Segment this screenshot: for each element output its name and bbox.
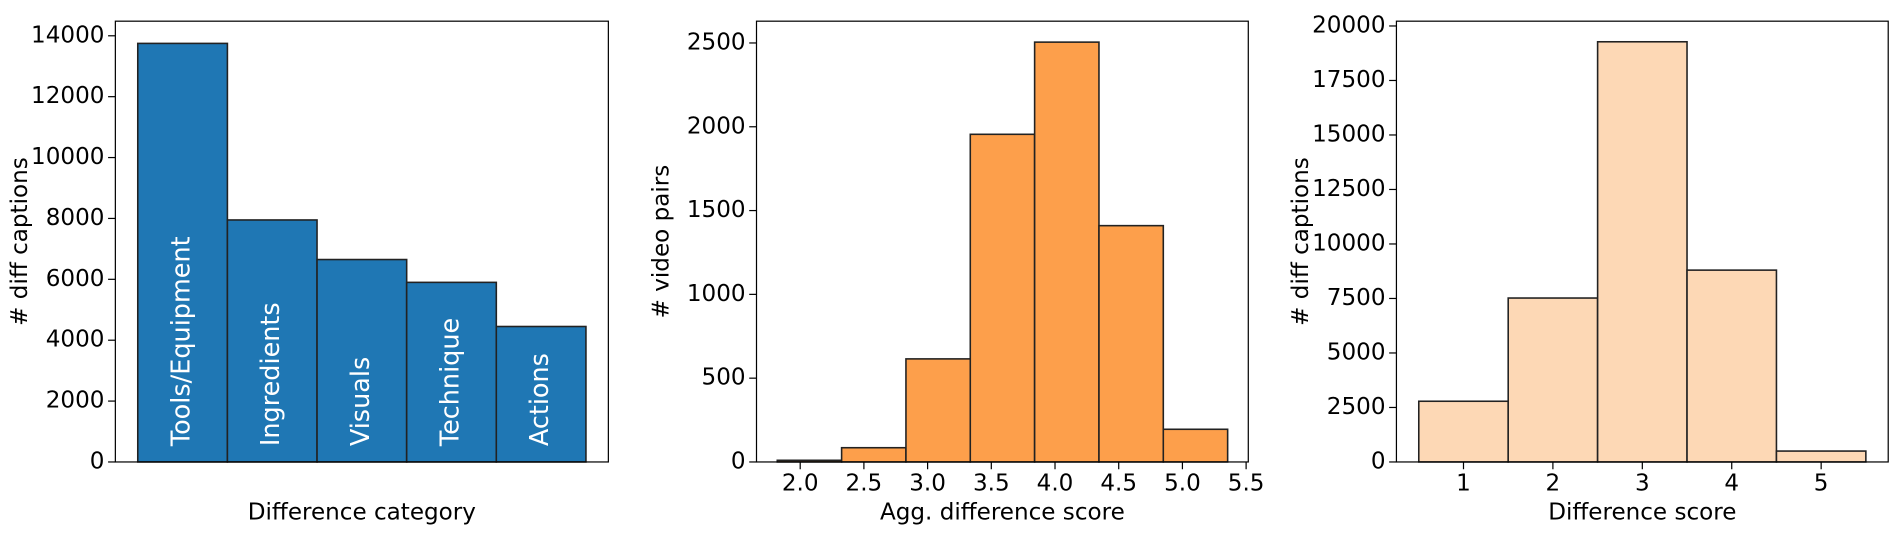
y-tick-label: 6000 (46, 266, 105, 292)
y-tick-label: 0 (1371, 448, 1386, 474)
axes-frame (1395, 20, 1889, 463)
bar-label: Tools/Equipment (167, 236, 197, 447)
y-tick-label: 1000 (687, 281, 746, 307)
bar (1098, 224, 1165, 463)
bar-label: Visuals (346, 357, 376, 446)
chart: 0 500 1000 1500 2000 2500 2.0 2.5 3.0 3.5 4.0 4.5 5.… (648, 20, 1265, 525)
x-tick-label: 5.0 (1164, 470, 1201, 496)
y-axis-label: # video pairs (648, 165, 674, 319)
y-tick-label: 14000 (31, 22, 104, 48)
y-tick-label: 17500 (1312, 67, 1385, 93)
y-axis-label: # diff captions (1288, 157, 1314, 326)
y-tick-label: 2000 (46, 388, 105, 414)
x-tick-label: 1 (1456, 470, 1471, 496)
bar-label: Ingredients (256, 302, 286, 446)
x-tick-label: 5.5 (1228, 470, 1265, 496)
y-tick-label: 12000 (31, 83, 104, 109)
chart: 0 2500 5000 7500 10000 12500 15000 17500 20000 1 2… (1288, 12, 1889, 525)
y-tick-label: 7500 (1327, 285, 1386, 311)
x-tick-label: 2.0 (782, 470, 819, 496)
y-tick-label: 8000 (46, 205, 105, 231)
y-tick-label: 500 (702, 365, 746, 391)
bar (1507, 297, 1599, 463)
x-tick-label: 3.0 (909, 470, 946, 496)
bar (1033, 41, 1100, 463)
y-tick-label: 12500 (1312, 176, 1385, 202)
x-tick-label: 3 (1635, 470, 1650, 496)
y-tick-label: 1500 (687, 197, 746, 223)
y-tick-label: 2000 (687, 113, 746, 139)
x-tick-label: 4.0 (1037, 470, 1074, 496)
y-tick-label: 15000 (1312, 121, 1385, 147)
bar-label: Actions (525, 353, 555, 446)
x-axis-label: Difference category (248, 499, 476, 525)
bar (840, 446, 907, 463)
x-tick-label: 2 (1546, 470, 1561, 496)
x-tick-label: 3.5 (973, 470, 1010, 496)
bar (1596, 40, 1688, 463)
y-axis-label: # diff captions (7, 157, 33, 326)
y-tick-label: 0 (731, 448, 746, 474)
axes-frame (114, 20, 609, 463)
axes-frame (755, 20, 1249, 463)
y-tick-label: 10000 (1312, 230, 1385, 256)
x-tick-label: 2.5 (846, 470, 883, 496)
y-tick-label: 5000 (1327, 339, 1386, 365)
x-axis-label: Agg. difference score (880, 499, 1125, 525)
y-tick-label: 20000 (1312, 12, 1385, 38)
bar (1417, 400, 1509, 463)
bar (905, 358, 972, 463)
x-tick-label: 4 (1724, 470, 1739, 496)
bar (1686, 269, 1778, 463)
y-tick-label: 4000 (46, 327, 105, 353)
y-tick-label: 10000 (31, 144, 104, 170)
x-axis-label: Difference score (1548, 499, 1736, 525)
x-tick-label: 5 (1814, 470, 1829, 496)
bar (495, 325, 587, 463)
bar (969, 133, 1036, 463)
x-tick-label: 4.5 (1100, 470, 1137, 496)
bar (1775, 450, 1867, 463)
bar (226, 219, 318, 463)
y-tick-label: 0 (90, 448, 105, 474)
y-tick-label: 2500 (1327, 394, 1386, 420)
bar-label: Technique (435, 318, 465, 447)
chart: 0 2000 4000 6000 8000 10000 12000 14000 Tools/Eq… (7, 20, 609, 525)
y-tick-label: 2500 (687, 29, 746, 55)
bar (1162, 428, 1229, 463)
bar (136, 42, 229, 463)
